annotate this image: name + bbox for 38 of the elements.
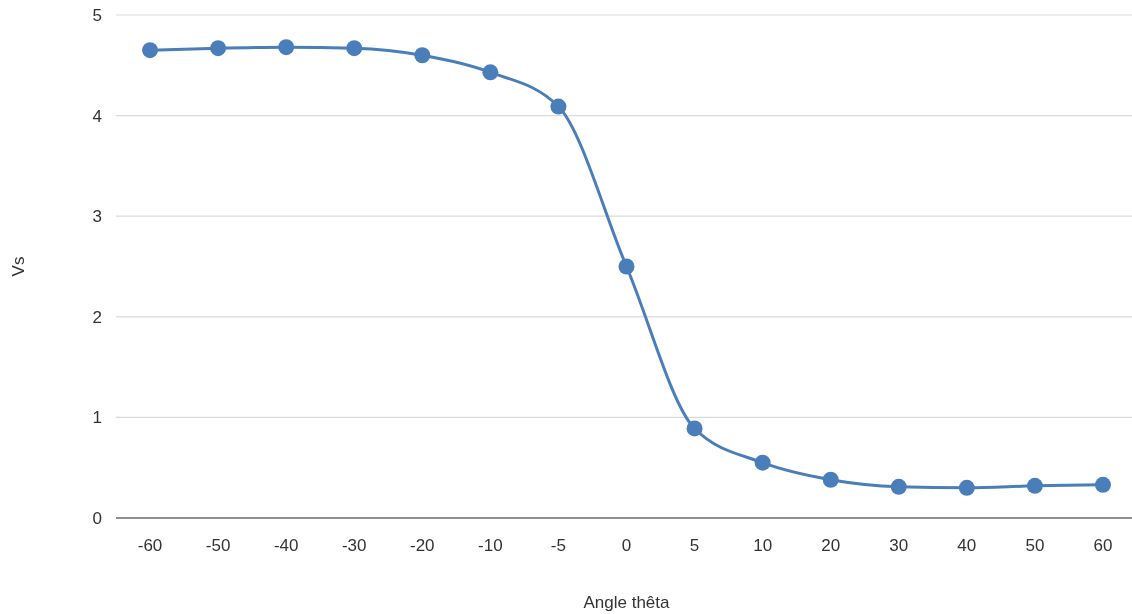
point xyxy=(414,47,431,64)
x-tick-label: 50 xyxy=(1025,536,1045,555)
point xyxy=(142,42,159,59)
point xyxy=(278,39,295,56)
x-tick-label: 30 xyxy=(889,536,909,555)
x-tick-label: 0 xyxy=(621,536,632,555)
y-tick-label: 3 xyxy=(92,207,102,227)
x-tick-label: -10 xyxy=(478,536,503,555)
point xyxy=(210,40,227,57)
point xyxy=(686,420,703,437)
y-tick-label: 2 xyxy=(92,307,102,327)
x-tick-label: -20 xyxy=(410,536,435,555)
y-tick-label: 1 xyxy=(92,408,102,428)
x-tick-label: -50 xyxy=(205,536,231,555)
y-axis-title: Vs xyxy=(9,256,28,277)
point xyxy=(1026,477,1043,494)
point xyxy=(822,471,839,488)
x-tick-label: -5 xyxy=(550,536,566,555)
x-tick-label: -40 xyxy=(273,536,299,555)
point xyxy=(754,454,771,471)
x-axis-title: Angle thêta xyxy=(583,593,671,612)
point xyxy=(346,40,363,57)
x-tick-label: 5 xyxy=(689,536,700,555)
x-tick-label: -60 xyxy=(137,536,163,555)
y-tick-label: 5 xyxy=(92,5,102,25)
point xyxy=(618,258,635,275)
point xyxy=(1094,476,1111,493)
x-tick-label: 10 xyxy=(753,536,773,555)
point xyxy=(890,478,907,495)
x-tick-label: 40 xyxy=(957,536,977,555)
point xyxy=(482,64,499,81)
y-tick-label: 0 xyxy=(92,508,102,528)
x-tick-label: -30 xyxy=(341,536,367,555)
y-tick-label: 4 xyxy=(92,106,102,126)
point xyxy=(958,479,975,496)
x-tick-label: 20 xyxy=(821,536,841,555)
x-tick-label: 60 xyxy=(1093,536,1113,555)
point xyxy=(550,98,567,115)
